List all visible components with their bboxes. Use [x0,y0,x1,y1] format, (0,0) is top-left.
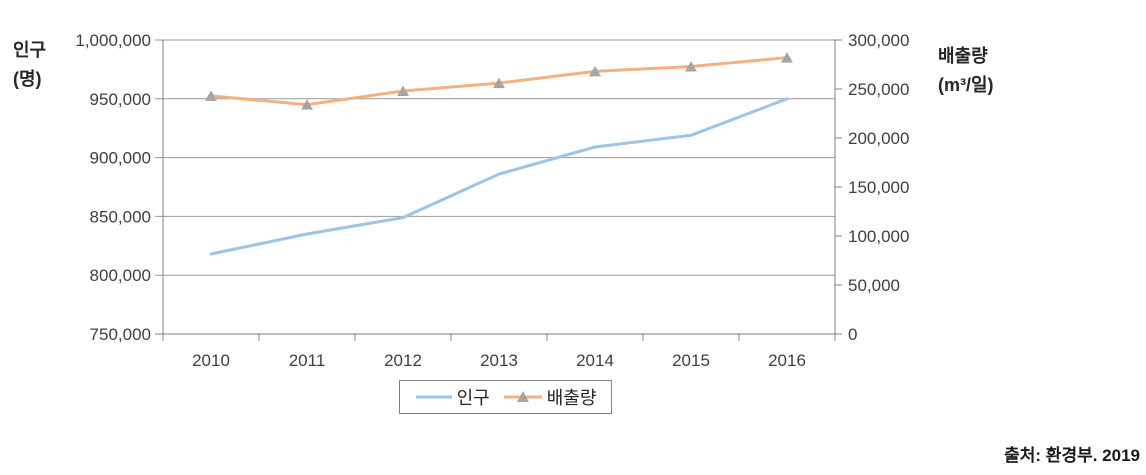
legend-item-population: 인구 [415,384,490,410]
x-axis-category-label: 2014 [576,351,614,370]
emission-data-point-marker [205,90,217,101]
source-note: 출처: 환경부. 2019 [1004,446,1140,465]
x-axis-category-label: 2016 [768,351,806,370]
right-axis-tick-label: 0 [848,325,857,344]
emission-line-sample-icon [503,391,542,402]
right-axis-tick-label: 250,000 [848,80,909,99]
right-axis-tick-label: 50,000 [848,276,900,295]
x-axis-category-label: 2011 [289,351,326,370]
right-axis-title-line1: 배출량 [938,46,988,66]
left-axis-tick-label: 1,000,000 [75,31,151,50]
emission-data-point-marker [301,99,313,110]
left-axis-tick-label: 750,000 [90,325,151,344]
right-axis-title: 배출량 (m³/일) [938,42,994,100]
right-axis-tick-label: 100,000 [848,227,909,246]
series-line-population [209,97,789,256]
emission-data-point-marker [781,52,793,63]
legend-label-population: 인구 [456,388,490,408]
right-axis-title-line2: (m³/일) [938,75,994,95]
left-axis-tick-label: 950,000 [90,90,151,109]
legend: 인구 배출량 [399,380,612,414]
legend-item-emission: 배출량 [503,384,597,410]
emission-data-point-marker [685,60,697,72]
x-axis-category-label: 2010 [192,351,230,370]
right-axis-tick-label: 150,000 [848,178,909,197]
emission-data-point-marker [493,77,505,89]
legend-label-emission: 배출량 [546,388,597,408]
x-axis-category-label: 2013 [480,351,518,370]
emission-data-point-marker [589,65,601,77]
emission-data-point-marker [397,85,409,96]
population-line-sample-icon [415,395,452,399]
right-axis-tick-label: 300,000 [848,31,909,50]
left-axis-tick-label: 900,000 [90,149,151,168]
left-axis-title: 인구 (명) [13,36,46,94]
emission-triangle-marker-icon [516,391,529,402]
left-axis-tick-label: 800,000 [90,266,151,285]
left-axis-tick-label: 850,000 [90,207,151,226]
x-axis-category-label: 2015 [672,351,710,370]
left-axis-title-line1: 인구 [13,40,47,60]
right-axis-tick-label: 200,000 [848,129,909,148]
left-axis-title-line2: (명) [13,69,42,89]
x-axis-category-label: 2012 [384,351,422,370]
